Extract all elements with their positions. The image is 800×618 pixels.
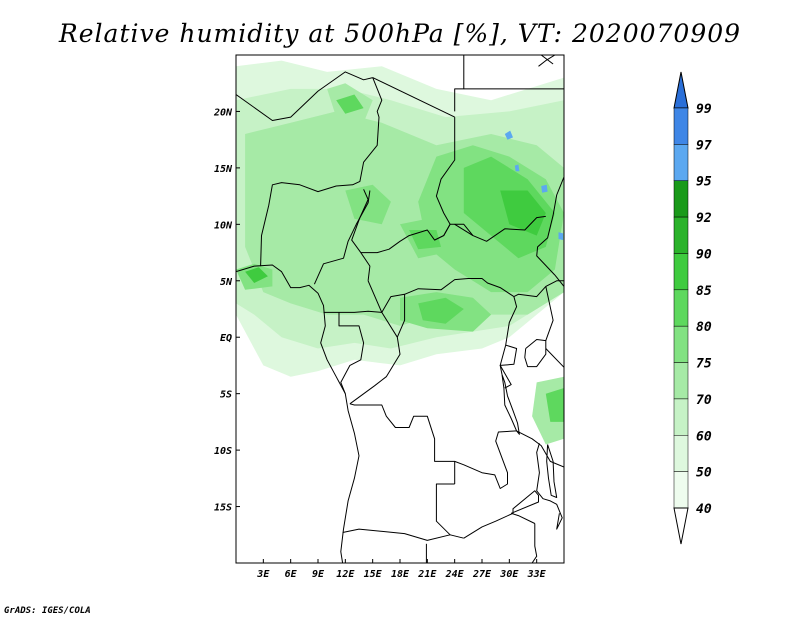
lat-tick-label-15N: 15N bbox=[214, 164, 233, 175]
lat-tick-label-5S: 5S bbox=[220, 390, 232, 401]
lon-tick-label-33E: 33E bbox=[527, 569, 547, 580]
colorbar-segment-85 bbox=[673, 253, 689, 291]
lon-tick-label-21E: 21E bbox=[417, 569, 437, 580]
border-nile-highlands bbox=[538, 55, 556, 67]
border-lake-malawi bbox=[546, 444, 558, 498]
colorbar-label-70: 70 bbox=[696, 393, 712, 408]
humidity-region-85-12 bbox=[245, 267, 268, 283]
border-angola-drc bbox=[349, 403, 456, 484]
border-moz-south bbox=[511, 512, 536, 524]
border-tz-south bbox=[516, 430, 564, 468]
lat-tick-label-20N: 20N bbox=[213, 107, 233, 118]
humidity-region-95-17 bbox=[504, 130, 513, 140]
colorbar-label-60: 60 bbox=[696, 429, 712, 444]
border-kenya-tz bbox=[545, 348, 564, 369]
colorbar-bottom-cap bbox=[673, 507, 689, 545]
colorbar-segment-60 bbox=[673, 398, 689, 436]
border-drc-zambia bbox=[454, 430, 517, 489]
colorbar-segment-75 bbox=[673, 325, 689, 363]
humidity-region-80-16 bbox=[545, 388, 564, 422]
colorbar-segment-40 bbox=[673, 471, 689, 509]
lat-tick-label-10S: 10S bbox=[214, 446, 232, 457]
border-niger-chad-nigeria bbox=[260, 77, 383, 267]
lon-tick-label-15E: 15E bbox=[364, 569, 383, 580]
lon-tick-label-18E: 18E bbox=[391, 569, 410, 580]
border-zambia-zimbabwe bbox=[463, 490, 539, 539]
colorbar-segment-90 bbox=[673, 216, 689, 254]
border-angola-namibia bbox=[342, 528, 464, 541]
colorbar-label-75: 75 bbox=[696, 357, 712, 372]
border-malawi-moz bbox=[536, 443, 563, 530]
border-congo-drc bbox=[349, 312, 401, 405]
humidity-region-95-20 bbox=[558, 232, 564, 241]
lon-tick-label-24E: 24E bbox=[445, 569, 465, 580]
colorbar: 99 97 95 92 90 85 80 75 70 60 50 40 bbox=[673, 71, 712, 545]
colorbar-label-92: 92 bbox=[696, 211, 712, 226]
longitude-axis: 3E 6E 9E 12E 15E 18E 21E 24E 27E 30E 33E bbox=[256, 559, 547, 580]
chart-title: Relative humidity at 500hPa [%], VT: 202… bbox=[58, 19, 741, 48]
border-chad-libya bbox=[372, 77, 455, 118]
humidity-region-80-10 bbox=[409, 230, 441, 250]
border-angola-zambia bbox=[435, 483, 455, 536]
border-rwanda-burundi-tz bbox=[499, 344, 518, 389]
lat-tick-label-EQ: EQ bbox=[220, 333, 232, 344]
border-lake-victoria bbox=[524, 339, 547, 368]
humidity-region-95-19 bbox=[541, 184, 548, 193]
humidity-region-80-7 bbox=[336, 94, 364, 114]
grads-credit: GrADS: IGES/COLA bbox=[4, 606, 91, 616]
colorbar-segment-80 bbox=[673, 289, 689, 327]
lon-tick-label-27E: 27E bbox=[472, 569, 492, 580]
border-libya-east bbox=[454, 55, 465, 112]
lon-tick-label-9E: 9E bbox=[312, 569, 325, 580]
border-kenya-ethiopia bbox=[554, 274, 564, 287]
colorbar-segment-95 bbox=[673, 144, 689, 181]
border-coast-west-africa bbox=[236, 264, 360, 563]
colorbar-label-50: 50 bbox=[696, 466, 712, 481]
lat-tick-label-5N: 5N bbox=[220, 277, 233, 288]
map: 3E 6E 9E 12E 15E 18E 21E 24E 27E 30E 33E 20N 15N 10N… bbox=[213, 54, 565, 580]
colorbar-segment-50 bbox=[673, 435, 689, 472]
colorbar-label-95: 95 bbox=[696, 175, 712, 190]
border-algeria-niger-libya bbox=[236, 71, 373, 121]
lon-tick-label-12E: 12E bbox=[336, 569, 355, 580]
lon-tick-label-6E: 6E bbox=[285, 569, 298, 580]
lat-tick-label-15S: 15S bbox=[214, 503, 232, 514]
colorbar-label-90: 90 bbox=[696, 247, 712, 262]
colorbar-label-99: 99 bbox=[696, 102, 712, 117]
humidity-region-75-8 bbox=[345, 184, 391, 225]
colorbar-label-40: 40 bbox=[696, 502, 712, 517]
country-borders bbox=[236, 55, 564, 563]
colorbar-segment-70 bbox=[673, 362, 689, 400]
colorbar-label-80: 80 bbox=[696, 320, 712, 335]
border-gabon-congo bbox=[338, 312, 365, 394]
border-cameroon-nigeria bbox=[313, 190, 371, 285]
border-red-sea-coast bbox=[540, 55, 554, 65]
border-car-south bbox=[367, 278, 564, 313]
border-uganda-kenya bbox=[545, 286, 554, 341]
humidity-region-95-18 bbox=[514, 164, 520, 172]
colorbar-top-cap bbox=[673, 71, 689, 109]
border-lake-tanganyika bbox=[501, 374, 520, 435]
border-car-north bbox=[360, 215, 546, 254]
latitude-axis: 20N 15N 10N 5N EQ 5S 10S 15S bbox=[213, 107, 240, 514]
humidity-region-80-14 bbox=[418, 297, 464, 324]
lat-tick-label-10N: 10N bbox=[214, 220, 233, 231]
border-drc-north bbox=[396, 294, 406, 338]
colorbar-segment-92 bbox=[673, 180, 689, 218]
lon-tick-label-3E: 3E bbox=[256, 569, 270, 580]
border-sudan-ssudan-west bbox=[454, 223, 474, 237]
humidity-region-85-5 bbox=[500, 190, 546, 236]
lon-tick-label-30E: 30E bbox=[499, 569, 519, 580]
colorbar-label-97: 97 bbox=[696, 138, 712, 153]
colorbar-segment-97 bbox=[673, 107, 689, 145]
humidity-field bbox=[236, 60, 564, 445]
border-cameroon-gabon bbox=[323, 310, 382, 313]
colorbar-label-85: 85 bbox=[696, 284, 712, 299]
border-ethiopia-sudan bbox=[536, 176, 564, 276]
border-zimbabwe-moz bbox=[531, 523, 538, 563]
